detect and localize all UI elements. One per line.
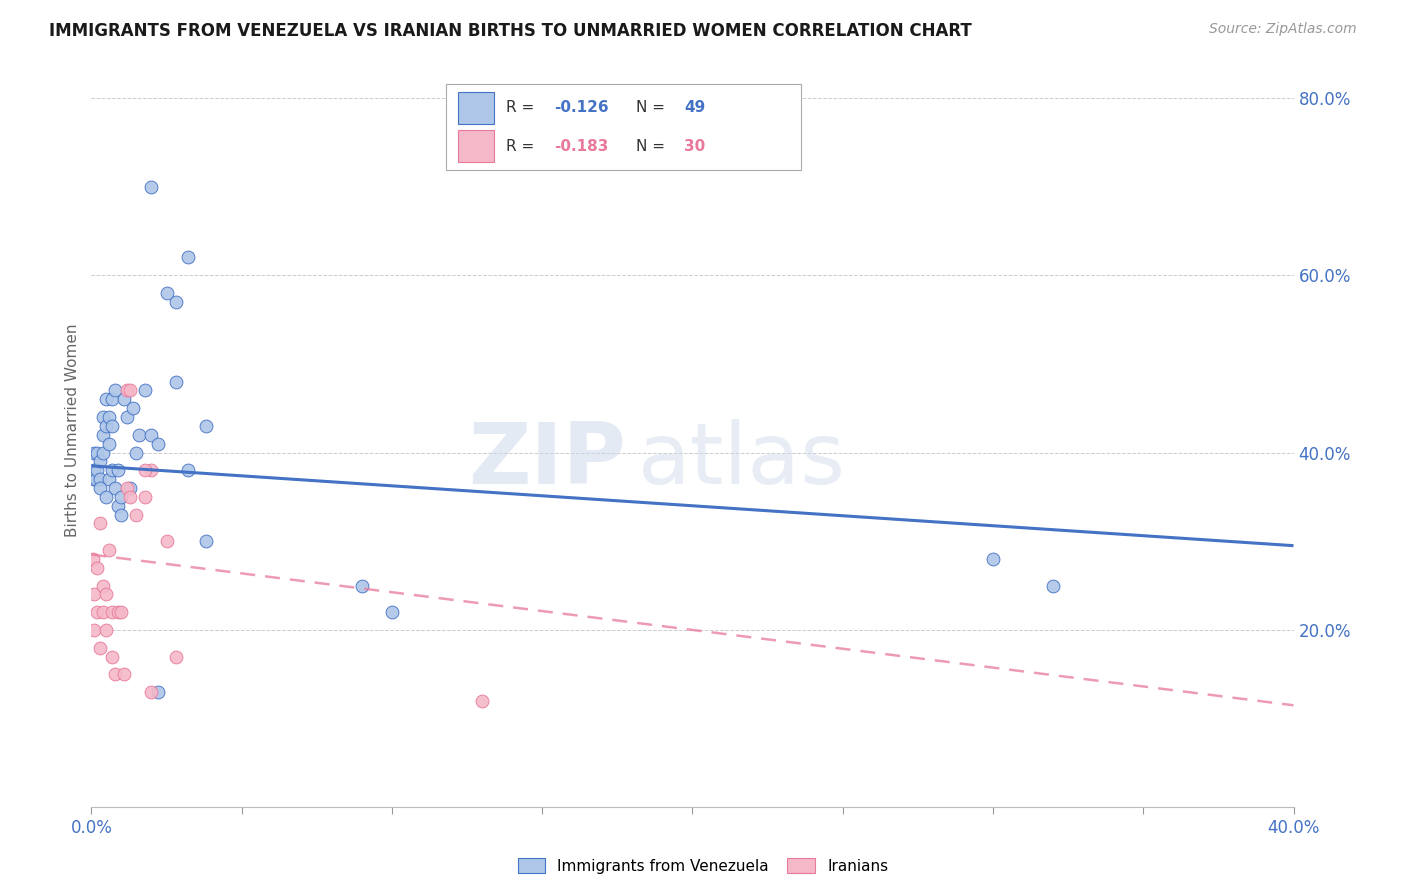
Point [194,534,217,549]
Point [350,578,373,592]
Point [84,472,107,486]
Point [134,463,156,477]
Point [93,410,115,425]
Text: atlas: atlas [638,419,846,502]
Point [110,508,132,522]
Y-axis label: Births to Unmarried Women: Births to Unmarried Women [65,324,80,537]
FancyBboxPatch shape [446,84,800,170]
Point [83,463,105,477]
FancyBboxPatch shape [458,93,494,124]
Point [96,490,118,504]
Point [98,410,121,425]
Point [86,445,108,459]
Point [96,419,118,434]
Point [89,481,111,495]
Point [101,649,124,664]
Point [471,694,494,708]
Point [128,427,150,442]
Text: 30: 30 [685,138,706,153]
Point [120,481,142,495]
Point [134,384,156,398]
Point [122,401,145,416]
Text: ZIP: ZIP [468,419,626,502]
Point [98,543,121,558]
Point [155,285,177,300]
Point [110,490,132,504]
Point [107,499,129,513]
Point [101,392,124,407]
Point [165,294,187,309]
Legend: Immigrants from Venezuela, Iranians: Immigrants from Venezuela, Iranians [512,852,894,880]
Point [176,251,198,265]
Point [176,463,198,477]
Text: IMMIGRANTS FROM VENEZUELA VS IRANIAN BIRTHS TO UNMARRIED WOMEN CORRELATION CHART: IMMIGRANTS FROM VENEZUELA VS IRANIAN BIR… [49,22,972,40]
Point [141,685,163,699]
Point [165,375,187,389]
Point [146,685,169,699]
Point [155,534,177,549]
Point [82,552,104,566]
Point [93,578,115,592]
Point [194,419,217,434]
Point [96,587,118,601]
Point [125,508,148,522]
Point [101,605,124,619]
Point [1042,578,1064,592]
Text: -0.126: -0.126 [554,101,609,115]
Point [120,384,142,398]
Text: Source: ZipAtlas.com: Source: ZipAtlas.com [1209,22,1357,37]
Point [104,384,127,398]
Point [101,463,124,477]
Point [104,481,127,495]
Point [83,623,105,637]
Point [86,561,108,575]
Point [141,427,163,442]
Text: R =: R = [506,138,540,153]
Point [93,605,115,619]
Text: 49: 49 [685,101,706,115]
Point [96,392,118,407]
Point [141,179,163,194]
Point [165,649,187,664]
Point [125,445,148,459]
Point [117,384,139,398]
Point [381,605,404,619]
Point [82,472,104,486]
Point [89,516,111,531]
Point [83,445,105,459]
Point [98,436,121,450]
FancyBboxPatch shape [458,130,494,161]
Text: N =: N = [636,138,669,153]
Point [114,667,136,681]
Text: -0.183: -0.183 [554,138,609,153]
Point [93,427,115,442]
Point [89,640,111,655]
Point [117,410,139,425]
Text: R =: R = [506,101,540,115]
Text: N =: N = [636,101,669,115]
Point [98,472,121,486]
Point [89,472,111,486]
Point [96,623,118,637]
Point [89,454,111,468]
Point [117,481,139,495]
Point [93,445,115,459]
Point [134,490,156,504]
Point [107,463,129,477]
Point [110,605,132,619]
Point [101,419,124,434]
Point [107,605,129,619]
Point [981,552,1004,566]
Point [104,667,127,681]
Point [83,587,105,601]
Point [146,436,169,450]
Point [141,463,163,477]
Point [120,490,142,504]
Point [86,605,108,619]
Point [114,392,136,407]
Point [86,463,108,477]
